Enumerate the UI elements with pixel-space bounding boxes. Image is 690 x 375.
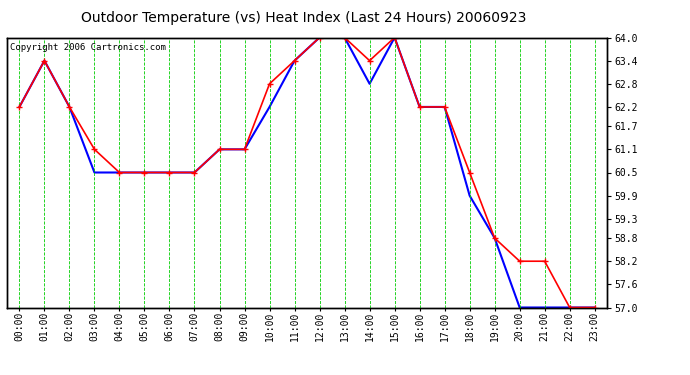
Text: Copyright 2006 Cartronics.com: Copyright 2006 Cartronics.com	[10, 43, 166, 52]
Text: Outdoor Temperature (vs) Heat Index (Last 24 Hours) 20060923: Outdoor Temperature (vs) Heat Index (Las…	[81, 11, 526, 25]
